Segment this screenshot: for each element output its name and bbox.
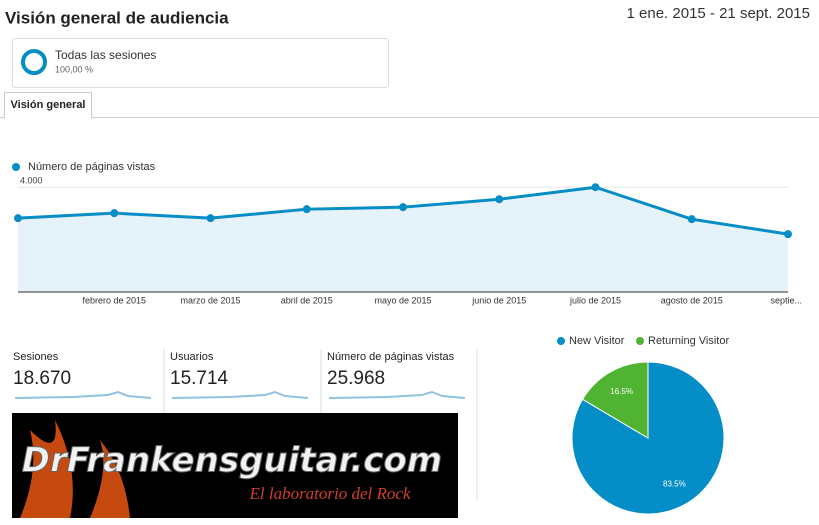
metric-label: Sesiones: [13, 351, 59, 363]
banner: [12, 413, 458, 518]
tab[interactable]: Visión general: [11, 99, 86, 111]
pie-label: 83.5%: [663, 479, 686, 488]
metric-value: 15.714: [170, 368, 229, 389]
point: [399, 203, 407, 212]
legend-dot: [12, 163, 20, 171]
segment-name: Todas las sesiones: [55, 48, 156, 62]
point: [302, 205, 311, 214]
point: [495, 195, 504, 204]
segment-box[interactable]: [12, 38, 389, 88]
banner-title: DrFrankensguitar.com: [22, 441, 442, 481]
point: [110, 209, 119, 218]
point: [784, 230, 792, 239]
x-tick-label: mayo de 2015: [374, 295, 431, 305]
x-tick-label: febrero de 2015: [82, 295, 146, 305]
metric-value: 25.968: [327, 368, 385, 389]
x-tick-label: agosto de 2015: [661, 295, 723, 305]
metric-value: 18.670: [13, 368, 71, 389]
segment-icon: [21, 49, 47, 75]
metric-label: Número de páginas vistas: [327, 351, 455, 363]
x-tick-label: septie...: [770, 295, 802, 305]
date-range[interactable]: 1 ene. 2015 - 21 sept. 2015: [627, 5, 810, 22]
sparkline: [171, 390, 309, 399]
banner-subtitle: El laboratorio del Rock: [248, 484, 410, 503]
x-tick-label: junio de 2015: [471, 295, 526, 305]
point: [591, 183, 600, 192]
pie-slice: [581, 361, 649, 439]
y-tick-label: 4.000: [20, 176, 43, 186]
flames: [20, 420, 130, 518]
tab-box[interactable]: [4, 92, 92, 118]
point: [206, 214, 215, 223]
x-tick-label: julio de 2015: [569, 295, 621, 305]
metric-label: Usuarios: [170, 351, 214, 363]
area: [18, 187, 788, 292]
x-tick-label: marzo de 2015: [180, 295, 240, 305]
segment-share: 100,00 %: [55, 64, 93, 74]
page-title: Visión general de audiencia: [5, 8, 229, 27]
legend-dot: [557, 337, 565, 345]
legend-label: Returning Visitor: [648, 335, 729, 347]
point: [14, 214, 22, 223]
sparkline: [328, 390, 466, 399]
legend-label: New Visitor: [569, 335, 625, 347]
x-tick-label: abril de 2015: [281, 295, 333, 305]
legend-label: Número de páginas vistas: [28, 161, 156, 173]
legend-dot: [636, 337, 644, 345]
sparkline: [14, 390, 152, 399]
pie-label: 16.5%: [610, 387, 633, 396]
point: [687, 215, 696, 224]
